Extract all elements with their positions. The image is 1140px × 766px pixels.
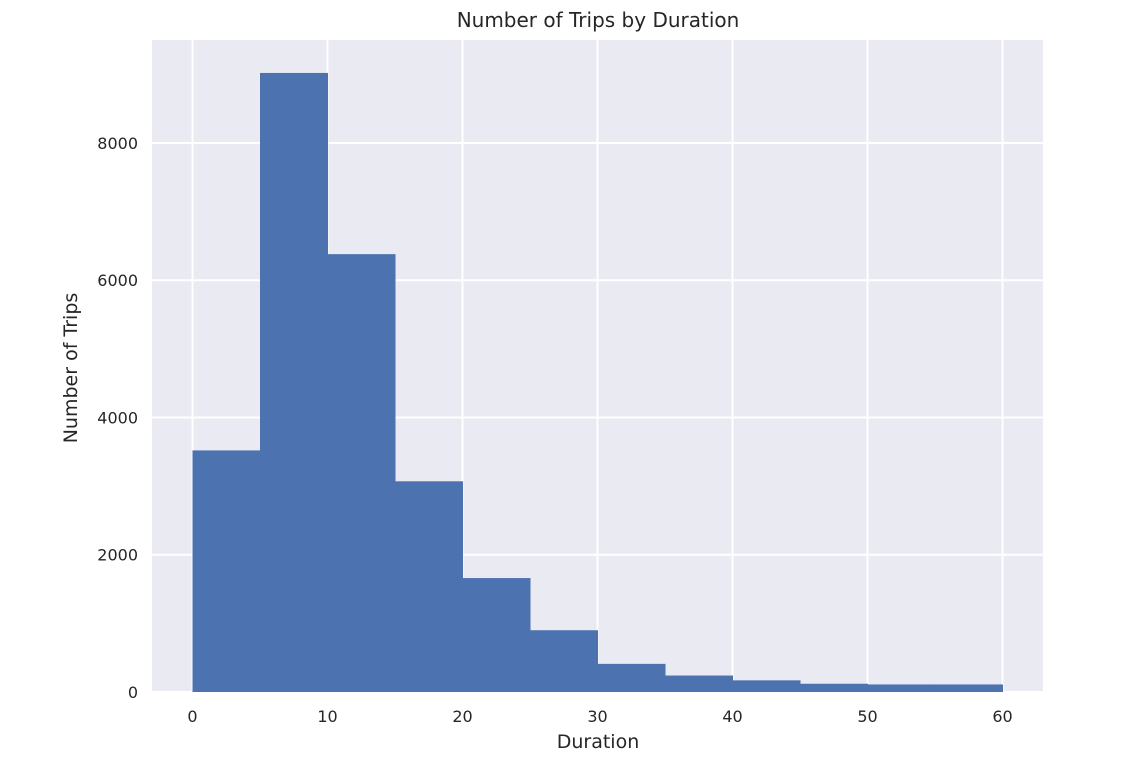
- y-tick-label: 8000: [97, 134, 138, 153]
- histogram-bar: [732, 680, 801, 692]
- histogram-bar: [530, 630, 598, 692]
- y-tick-labels: 0 2000 4000 6000 8000: [97, 134, 138, 702]
- x-tick-label: 30: [587, 707, 607, 726]
- y-axis-label: Number of Trips: [60, 293, 82, 444]
- chart-title: Number of Trips by Duration: [457, 8, 740, 32]
- y-tick-label: 4000: [97, 408, 138, 427]
- histogram-bar: [665, 675, 733, 692]
- histogram-bar: [867, 684, 936, 692]
- histogram-bar: [800, 683, 868, 692]
- histogram-bar: [462, 578, 531, 692]
- y-tick-label: 0: [128, 683, 138, 702]
- histogram-bar: [260, 72, 328, 692]
- histogram-bar: [192, 450, 261, 692]
- x-tick-label: 0: [187, 707, 197, 726]
- x-tick-labels: 0 10 20 30 40 50 60: [187, 707, 1012, 726]
- histogram-bar: [597, 663, 666, 692]
- bars: [192, 72, 1003, 692]
- y-tick-label: 2000: [97, 546, 138, 565]
- x-tick-label: 40: [722, 707, 742, 726]
- x-axis-label: Duration: [557, 731, 640, 753]
- histogram-bar: [395, 481, 463, 692]
- x-tick-label: 10: [317, 707, 337, 726]
- x-tick-label: 50: [857, 707, 877, 726]
- histogram-bar: [935, 684, 1003, 692]
- histogram-bar: [327, 254, 396, 692]
- y-tick-label: 6000: [97, 271, 138, 290]
- x-tick-label: 60: [992, 707, 1012, 726]
- x-tick-label: 20: [452, 707, 472, 726]
